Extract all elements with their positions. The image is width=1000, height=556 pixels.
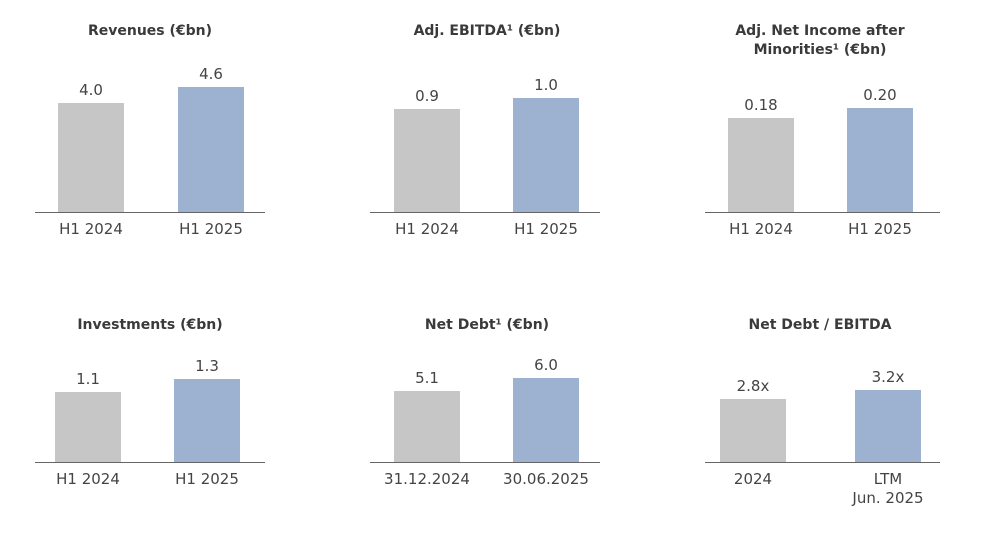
category-label: 30.06.2025 bbox=[503, 470, 589, 488]
value-label: 4.0 bbox=[79, 81, 103, 100]
bar bbox=[720, 399, 786, 462]
category-label: H1 2024 bbox=[729, 220, 793, 238]
value-label: 0.20 bbox=[863, 86, 897, 104]
category-label: LTM Jun. 2025 bbox=[852, 470, 924, 507]
baseline bbox=[370, 462, 600, 463]
value-label: 0.18 bbox=[744, 96, 778, 115]
bar bbox=[58, 103, 124, 212]
bar bbox=[513, 378, 579, 462]
category-label: H1 2025 bbox=[179, 220, 243, 238]
bar bbox=[394, 390, 460, 462]
category-label: 31.12.2024 bbox=[384, 470, 470, 488]
value-label: 2.8x bbox=[736, 377, 770, 395]
baseline bbox=[705, 212, 940, 213]
bar bbox=[178, 87, 244, 212]
baseline bbox=[35, 462, 265, 463]
chart-title: Revenues (€bn) bbox=[87, 23, 213, 39]
value-label: 4.6 bbox=[199, 65, 223, 83]
value-label: 5.1 bbox=[415, 368, 439, 387]
value-label: 6.0 bbox=[534, 356, 558, 374]
bar bbox=[55, 391, 121, 462]
bar bbox=[728, 118, 794, 212]
category-label: 2024 bbox=[733, 470, 773, 488]
value-label: 1.3 bbox=[195, 357, 219, 375]
value-label: 1.0 bbox=[534, 76, 558, 94]
value-label: 0.9 bbox=[415, 87, 439, 106]
chart-title: Adj. EBITDA¹ (€bn) bbox=[413, 23, 561, 39]
value-label: 1.1 bbox=[76, 369, 100, 388]
category-label: H1 2024 bbox=[59, 220, 123, 238]
bar bbox=[174, 379, 240, 462]
chart-title: Adj. Net Income after Minorities¹ (€bn) bbox=[735, 23, 905, 58]
bar bbox=[847, 108, 913, 212]
chart-title: Net Debt / EBITDA bbox=[748, 317, 892, 333]
category-label: H1 2024 bbox=[56, 470, 120, 488]
baseline bbox=[370, 212, 600, 213]
baseline bbox=[35, 212, 265, 213]
chart-title: Net Debt¹ (€bn) bbox=[424, 317, 550, 333]
category-label: H1 2025 bbox=[848, 220, 912, 238]
bar bbox=[394, 109, 460, 212]
category-label: H1 2025 bbox=[514, 220, 578, 238]
category-label: H1 2024 bbox=[395, 220, 459, 238]
chart-title: Investments (€bn) bbox=[77, 317, 223, 333]
baseline bbox=[705, 462, 940, 463]
bar bbox=[855, 390, 921, 462]
bar bbox=[513, 98, 579, 212]
category-label: H1 2025 bbox=[175, 470, 239, 488]
value-label: 3.2x bbox=[871, 368, 905, 386]
